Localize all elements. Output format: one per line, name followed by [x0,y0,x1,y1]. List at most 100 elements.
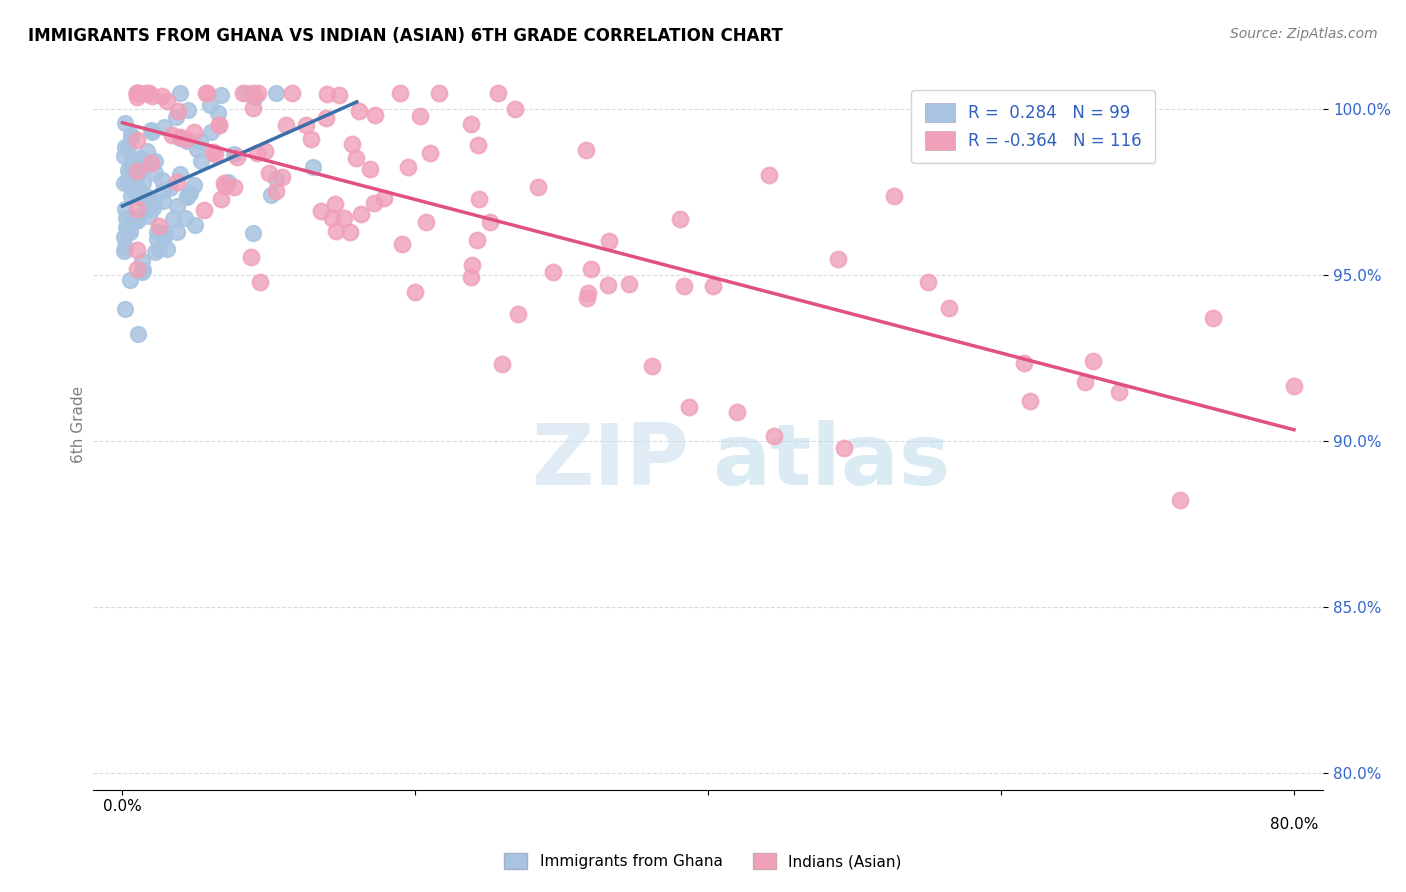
Indians (Asian) [135,86,157,100]
Indians (Asian) [1081,353,1104,368]
Indians (Asian) [598,234,620,248]
Indians (Asian) [1018,394,1040,409]
Immigrants from Ghana [166,225,188,239]
Indians (Asian) [169,130,191,145]
Immigrants from Ghana [155,226,177,240]
Indians (Asian) [576,286,599,301]
Immigrants from Ghana [132,263,155,277]
Immigrants from Ghana [122,181,145,195]
Indians (Asian) [162,128,184,142]
Indians (Asian) [340,136,363,151]
Indians (Asian) [127,86,149,100]
Indians (Asian) [883,188,905,202]
Immigrants from Ghana [150,173,173,187]
Immigrants from Ghana [141,201,163,215]
Indians (Asian) [127,90,149,104]
Immigrants from Ghana [148,242,170,256]
Immigrants from Ghana [131,254,153,268]
Immigrants from Ghana [176,188,198,202]
Indians (Asian) [209,192,232,206]
Indians (Asian) [309,203,332,218]
Indians (Asian) [350,207,373,221]
Immigrants from Ghana [125,214,148,228]
Indians (Asian) [242,86,264,100]
Text: ZIP: ZIP [531,419,689,502]
Indians (Asian) [678,400,700,414]
Indians (Asian) [364,108,387,122]
Immigrants from Ghana [188,135,211,149]
Immigrants from Ghana [112,244,135,259]
Immigrants from Ghana [114,140,136,154]
Indians (Asian) [575,143,598,157]
Indians (Asian) [138,86,160,100]
Indians (Asian) [917,275,939,289]
Immigrants from Ghana [152,194,174,209]
Immigrants from Ghana [127,327,149,342]
Immigrants from Ghana [166,199,188,213]
Immigrants from Ghana [121,152,143,166]
Indians (Asian) [1012,356,1035,370]
Indians (Asian) [204,147,226,161]
Immigrants from Ghana [114,240,136,254]
Text: Source: ZipAtlas.com: Source: ZipAtlas.com [1230,27,1378,41]
Indians (Asian) [174,132,197,146]
Immigrants from Ghana [114,202,136,216]
Immigrants from Ghana [264,172,287,186]
Indians (Asian) [725,405,748,419]
Immigrants from Ghana [183,178,205,192]
Indians (Asian) [938,301,960,315]
Immigrants from Ghana [198,97,221,112]
Legend: Immigrants from Ghana, Indians (Asian): Immigrants from Ghana, Indians (Asian) [498,847,908,875]
Indians (Asian) [669,211,692,226]
Indians (Asian) [396,160,419,174]
Immigrants from Ghana [146,232,169,246]
Immigrants from Ghana [128,152,150,166]
Immigrants from Ghana [184,219,207,233]
Indians (Asian) [347,103,370,118]
Indians (Asian) [150,89,173,103]
Indians (Asian) [344,151,367,165]
Indians (Asian) [328,87,350,102]
Indians (Asian) [503,102,526,116]
Immigrants from Ghana [114,301,136,316]
Indians (Asian) [461,259,484,273]
Indians (Asian) [224,180,246,194]
Indians (Asian) [359,162,381,177]
Immigrants from Ghana [146,225,169,239]
Indians (Asian) [467,192,489,206]
Indians (Asian) [295,118,318,132]
Indians (Asian) [419,145,441,160]
Immigrants from Ghana [169,86,191,100]
Immigrants from Ghana [162,211,184,226]
Immigrants from Ghana [207,106,229,120]
Immigrants from Ghana [128,183,150,197]
Immigrants from Ghana [120,128,142,143]
Immigrants from Ghana [120,189,142,203]
Immigrants from Ghana [302,160,325,174]
Indians (Asian) [156,95,179,109]
Indians (Asian) [214,176,236,190]
Indians (Asian) [315,112,337,126]
Immigrants from Ghana [112,176,135,190]
Immigrants from Ghana [132,192,155,206]
Indians (Asian) [641,359,664,373]
Indians (Asian) [1074,375,1097,389]
Immigrants from Ghana [152,227,174,242]
Text: atlas: atlas [711,419,950,502]
Indians (Asian) [1108,385,1130,400]
Immigrants from Ghana [143,153,166,168]
Immigrants from Ghana [169,130,191,145]
Immigrants from Ghana [242,226,264,240]
Immigrants from Ghana [112,149,135,163]
Indians (Asian) [581,262,603,277]
Immigrants from Ghana [235,86,257,100]
Indians (Asian) [195,86,218,100]
Immigrants from Ghana [115,225,138,239]
Indians (Asian) [232,86,254,100]
Immigrants from Ghana [179,186,201,200]
Indians (Asian) [388,86,411,100]
Legend: R =  0.284   N = 99, R = -0.364   N = 116: R = 0.284 N = 99, R = -0.364 N = 116 [911,90,1156,163]
Text: IMMIGRANTS FROM GHANA VS INDIAN (ASIAN) 6TH GRADE CORRELATION CHART: IMMIGRANTS FROM GHANA VS INDIAN (ASIAN) … [28,27,783,45]
Immigrants from Ghana [165,110,187,124]
Indians (Asian) [246,145,269,160]
